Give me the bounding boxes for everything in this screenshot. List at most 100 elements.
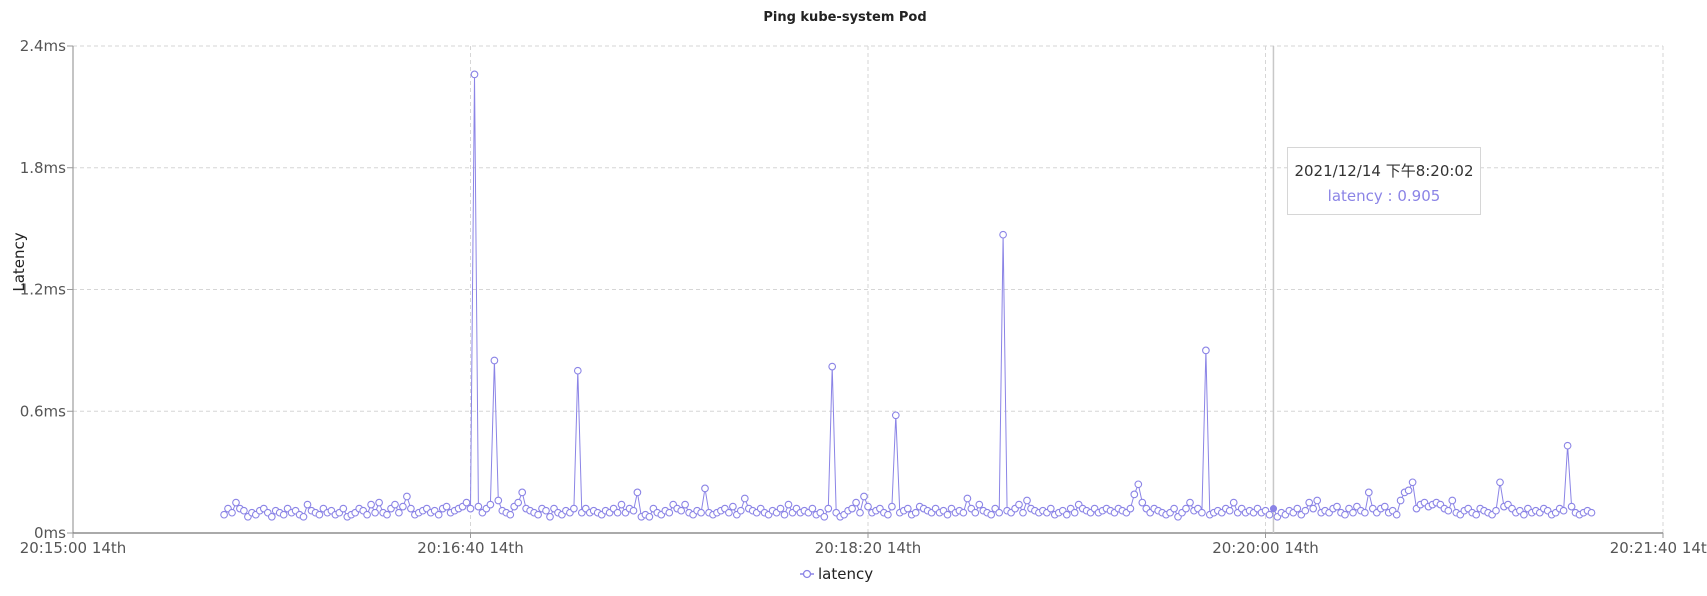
data-point[interactable]	[1305, 498, 1314, 507]
data-point[interactable]	[1198, 508, 1206, 517]
data-point[interactable]	[852, 498, 860, 507]
data-point[interactable]	[697, 508, 705, 517]
data-point[interactable]	[645, 512, 654, 521]
data-point[interactable]	[1170, 504, 1178, 513]
legend-label-latency[interactable]: latency	[818, 565, 873, 583]
data-point[interactable]	[995, 508, 1004, 517]
data-point[interactable]	[267, 512, 276, 521]
data-point[interactable]	[1567, 502, 1576, 511]
data-point[interactable]	[570, 504, 578, 513]
data-point[interactable]	[677, 506, 686, 515]
data-point[interactable]	[780, 510, 789, 519]
data-point[interactable]	[542, 506, 550, 515]
data-point[interactable]	[315, 510, 324, 519]
data-point[interactable]	[975, 500, 984, 509]
data-point[interactable]	[534, 510, 542, 519]
data-point[interactable]	[736, 506, 745, 515]
data-point[interactable]	[442, 502, 451, 511]
data-point[interactable]	[486, 500, 495, 509]
data-point[interactable]	[573, 366, 582, 375]
data-point[interactable]	[808, 504, 817, 513]
data-point[interactable]	[1349, 508, 1357, 517]
data-point[interactable]	[1023, 496, 1031, 505]
data-point[interactable]	[279, 510, 288, 519]
legend[interactable]: latency	[800, 565, 873, 583]
data-point[interactable]	[1396, 496, 1405, 505]
data-point[interactable]	[1496, 478, 1504, 487]
data-point[interactable]	[1046, 504, 1055, 513]
data-point[interactable]	[629, 506, 638, 515]
data-point[interactable]	[383, 510, 391, 519]
data-point[interactable]	[407, 504, 415, 513]
data-point[interactable]	[1293, 504, 1302, 513]
data-point[interactable]	[1062, 510, 1071, 519]
data-point[interactable]	[339, 504, 348, 513]
data-point[interactable]	[363, 510, 371, 519]
data-point[interactable]	[1341, 510, 1349, 519]
data-point[interactable]	[1492, 506, 1500, 515]
data-point[interactable]	[391, 500, 399, 509]
data-point[interactable]	[434, 510, 443, 519]
data-point[interactable]	[403, 492, 411, 501]
data-point[interactable]	[665, 508, 674, 517]
data-point[interactable]	[971, 508, 980, 517]
data-point[interactable]	[987, 510, 996, 519]
data-point[interactable]	[856, 508, 864, 517]
data-point[interactable]	[1408, 478, 1417, 487]
data-point[interactable]	[462, 498, 471, 507]
data-point[interactable]	[1186, 498, 1194, 507]
series-latency[interactable]	[220, 70, 1596, 521]
data-point[interactable]	[220, 510, 228, 519]
data-point[interactable]	[1134, 480, 1143, 489]
data-point[interactable]	[1313, 496, 1322, 505]
data-point[interactable]	[1520, 510, 1528, 519]
data-point[interactable]	[911, 508, 920, 517]
data-point[interactable]	[891, 411, 900, 420]
data-point[interactable]	[860, 492, 868, 501]
data-point[interactable]	[470, 70, 479, 79]
data-point[interactable]	[490, 356, 499, 365]
data-point[interactable]	[1202, 346, 1210, 355]
data-point[interactable]	[1019, 508, 1027, 517]
data-point[interactable]	[367, 500, 375, 509]
data-point[interactable]	[1126, 504, 1135, 513]
data-point[interactable]	[848, 504, 856, 513]
data-point[interactable]	[303, 500, 312, 509]
data-point[interactable]	[963, 494, 972, 503]
data-point[interactable]	[1563, 441, 1572, 450]
data-point[interactable]	[701, 484, 709, 493]
data-point[interactable]	[999, 230, 1007, 239]
data-point[interactable]	[784, 500, 793, 509]
data-point[interactable]	[613, 508, 622, 517]
data-point[interactable]	[1301, 506, 1310, 515]
data-point[interactable]	[1225, 506, 1234, 515]
data-point[interactable]	[240, 506, 248, 515]
data-point[interactable]	[1229, 498, 1238, 507]
data-point[interactable]	[681, 500, 689, 509]
data-point[interactable]	[776, 504, 785, 513]
data-point[interactable]	[888, 502, 896, 511]
data-point[interactable]	[1130, 490, 1139, 499]
data-point[interactable]	[1392, 510, 1401, 519]
data-point[interactable]	[1472, 510, 1481, 519]
data-point[interactable]	[494, 496, 503, 505]
data-point[interactable]	[506, 510, 515, 519]
data-point[interactable]	[1333, 502, 1341, 511]
data-point[interactable]	[1015, 500, 1023, 509]
data-point[interactable]	[1138, 498, 1147, 507]
data-point[interactable]	[466, 504, 475, 513]
data-point[interactable]	[1404, 486, 1413, 495]
data-point[interactable]	[228, 508, 236, 517]
data-point[interactable]	[824, 504, 833, 513]
data-point[interactable]	[232, 498, 240, 507]
data-point[interactable]	[1364, 488, 1373, 497]
data-point[interactable]	[943, 510, 952, 519]
data-point[interactable]	[399, 502, 407, 511]
data-point[interactable]	[1444, 506, 1453, 515]
data-point[interactable]	[959, 508, 968, 517]
data-point[interactable]	[864, 502, 872, 511]
data-point[interactable]	[299, 512, 308, 521]
data-point[interactable]	[395, 508, 403, 517]
data-point[interactable]	[518, 488, 527, 497]
data-point[interactable]	[514, 498, 523, 507]
